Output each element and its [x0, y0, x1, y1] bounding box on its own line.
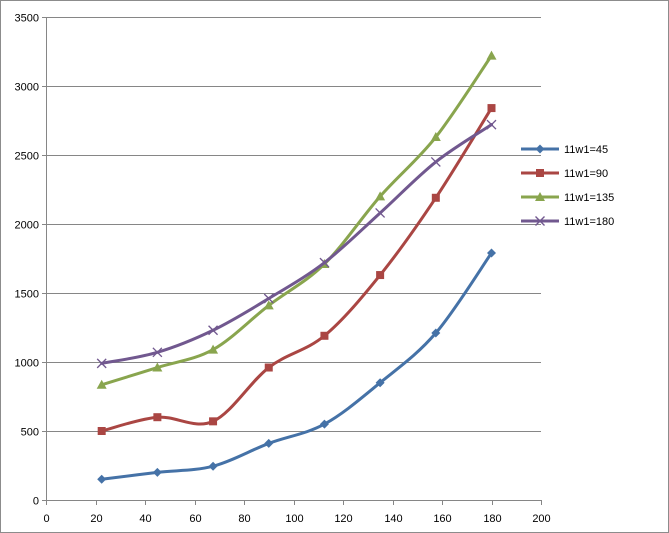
legend-marker-diamond — [535, 144, 545, 154]
data-point-square — [320, 331, 329, 340]
y-tick-label: 0 — [33, 496, 39, 508]
x-axis-tick-labels: 0 20 40 60 80 100 120 140 160 180 200 — [43, 513, 550, 525]
data-point-triangle — [263, 300, 274, 310]
legend-label: 11w1=135 — [564, 192, 614, 204]
data-point-triangle — [430, 132, 441, 142]
series-line — [100, 106, 493, 433]
data-point-triangle — [152, 362, 163, 372]
data-point-square — [431, 193, 440, 202]
y-tick-label: 3000 — [15, 82, 39, 94]
data-point-diamond — [208, 461, 218, 471]
series-line — [100, 123, 493, 365]
x-tick-label: 40 — [139, 513, 151, 525]
data-point-square — [153, 413, 162, 422]
data-point-x — [486, 119, 497, 130]
legend-marker-x — [535, 216, 545, 226]
legend-item: 11w1=90 — [521, 168, 608, 180]
y-tick-label: 1000 — [15, 358, 39, 370]
legend-label: 11w1=90 — [564, 168, 608, 180]
series-3 — [96, 50, 497, 389]
y-tick-label: 2000 — [15, 220, 39, 232]
data-point-x — [152, 347, 163, 358]
legend-item: 11w1=135 — [521, 192, 614, 204]
x-tick-label: 120 — [334, 513, 352, 525]
y-tick-label: 3500 — [15, 13, 39, 25]
x-tick-label: 180 — [483, 513, 501, 525]
x-tick-label: 140 — [384, 513, 402, 525]
data-point-square — [97, 427, 106, 435]
data-point-diamond — [431, 328, 441, 338]
data-point-x — [263, 293, 274, 304]
data-point-x — [319, 257, 330, 268]
data-point-square — [264, 363, 273, 372]
legend-item: 11w1=180 — [521, 216, 614, 228]
x-tick-label: 160 — [433, 513, 451, 525]
series-1 — [97, 248, 496, 484]
x-tick-label: 100 — [285, 513, 303, 525]
y-tick-label: 500 — [21, 427, 39, 439]
y-tick-label: 1500 — [15, 289, 39, 301]
legend-marker-square — [536, 169, 544, 177]
data-point-triangle — [208, 344, 219, 354]
data-point-x — [375, 208, 386, 218]
data-point-x — [96, 358, 107, 369]
data-point-x — [430, 156, 441, 167]
legend-label: 11w1=45 — [564, 144, 608, 156]
data-point-diamond — [375, 378, 385, 388]
data-point-square — [487, 104, 496, 113]
data-point-square — [209, 417, 218, 426]
data-point-square — [376, 271, 385, 280]
data-point-diamond — [264, 438, 274, 448]
data-point-diamond — [97, 474, 107, 484]
x-tick-label: 200 — [532, 513, 550, 525]
data-point-x — [208, 325, 219, 336]
data-point-triangle — [375, 191, 386, 201]
legend-item: 11w1=45 — [521, 144, 608, 156]
x-tick-label: 80 — [238, 513, 250, 525]
series-4 — [96, 119, 497, 369]
gridlines — [46, 17, 541, 432]
legend-label: 11w1=180 — [564, 216, 614, 228]
data-point-diamond — [152, 467, 162, 477]
legend: 11w1=45 11w1=90 11w1=135 11w1=180 — [521, 144, 614, 228]
plot-series — [96, 50, 497, 484]
x-tick-label: 60 — [189, 513, 201, 525]
data-point-triangle — [96, 379, 107, 389]
y-tick-label: 2500 — [15, 151, 39, 163]
data-point-diamond — [487, 248, 496, 258]
x-tick-label: 0 — [43, 513, 49, 525]
data-point-diamond — [319, 419, 329, 429]
y-axis-tick-labels: 0 500 1000 1500 2000 2500 3000 3500 — [15, 13, 39, 508]
legend-marker-triangle — [535, 192, 545, 201]
axes — [42, 17, 542, 505]
x-tick-label: 20 — [90, 513, 102, 525]
series-2 — [97, 104, 496, 435]
data-point-triangle — [486, 50, 497, 60]
